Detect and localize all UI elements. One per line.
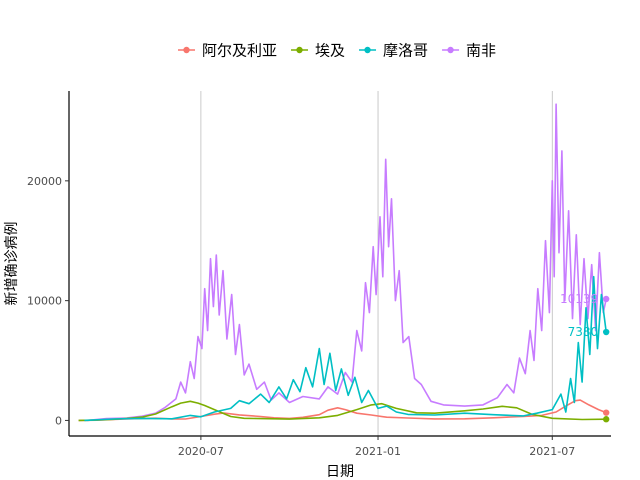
legend-key-point-3	[447, 46, 454, 54]
series-layer	[78, 103, 607, 422]
legend-key-point-1	[296, 46, 303, 54]
end-label-2: 7380	[568, 325, 599, 339]
legend-label-1: 埃及	[315, 42, 345, 60]
x-axis-title: 日期	[326, 464, 354, 480]
y-tick-label-2: 20000	[27, 175, 62, 188]
gridlines	[200, 91, 553, 436]
series-line-2	[84, 275, 607, 422]
legend-item-2: 摩洛哥	[359, 42, 428, 60]
x-tick-label-0: 2020-07	[178, 445, 224, 458]
legend-item-3: 南非	[442, 42, 496, 60]
axes	[68, 91, 611, 437]
x-tick-label-2: 2021-07	[529, 445, 575, 458]
ticks: 0 10000 20000 2020-07 2021-01 2021-07	[27, 175, 575, 458]
legend: 阿尔及利亚 埃及 摩洛哥 南非	[178, 42, 496, 60]
legend-item-0: 阿尔及利亚	[178, 42, 277, 60]
series-line-1	[78, 400, 607, 422]
series-line-3	[87, 103, 607, 422]
legend-key-point-0	[183, 46, 190, 54]
end-points: 7380 10139	[560, 292, 610, 423]
legend-label-0: 阿尔及利亚	[202, 42, 277, 60]
y-tick-label-1: 10000	[27, 295, 62, 308]
end-point-1	[602, 416, 610, 423]
end-point-0	[602, 409, 610, 416]
legend-item-1: 埃及	[291, 42, 345, 60]
legend-key-point-2	[364, 46, 371, 54]
end-label-3: 10139	[560, 292, 598, 306]
y-tick-label-0: 0	[55, 414, 62, 427]
end-point-3	[602, 295, 610, 303]
series-line-0	[78, 399, 607, 422]
legend-label-3: 南非	[466, 42, 496, 60]
y-axis-title: 新增确诊病例	[4, 222, 20, 306]
end-point-2	[602, 328, 610, 336]
legend-label-2: 摩洛哥	[383, 42, 428, 60]
x-tick-label-1: 2021-01	[355, 445, 401, 458]
